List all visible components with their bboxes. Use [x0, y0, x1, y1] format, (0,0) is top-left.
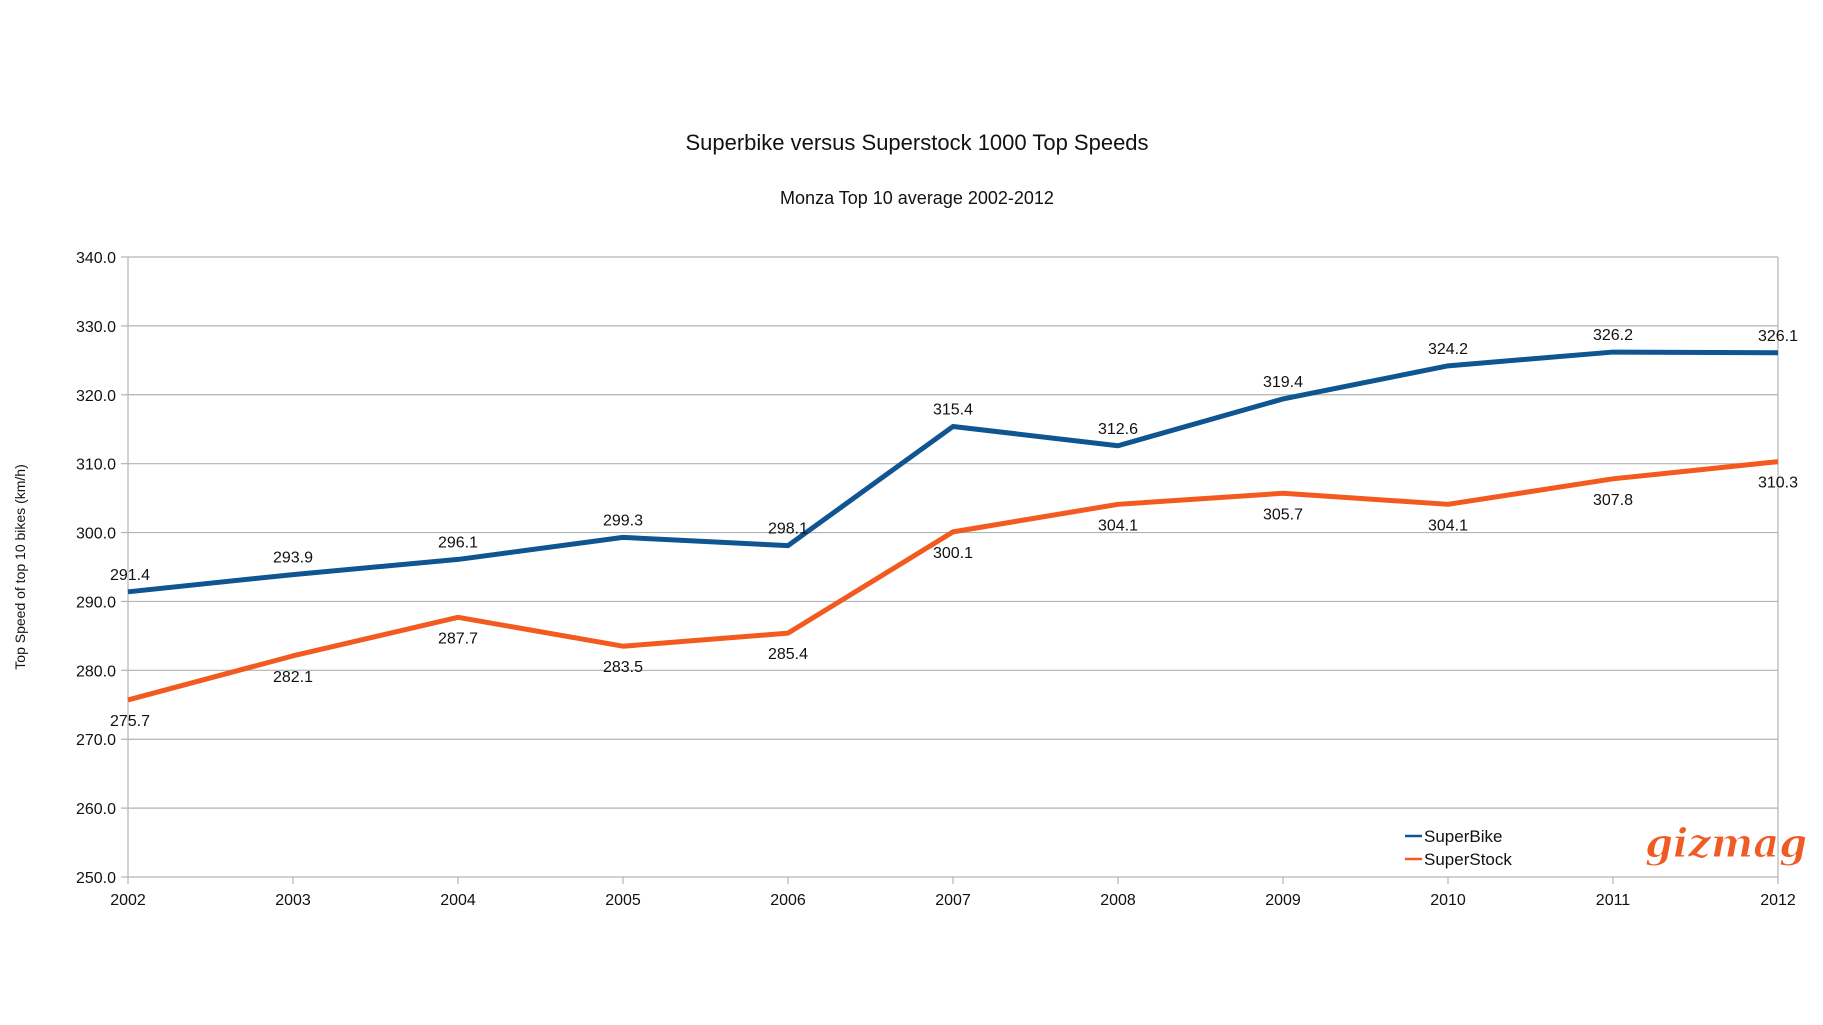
x-tick-label: 2005 — [605, 892, 641, 909]
axes — [121, 256, 1779, 884]
series-line-superstock — [127, 459, 1779, 703]
data-label: 300.1 — [933, 545, 973, 562]
data-label: 324.2 — [1428, 341, 1468, 358]
legend: SuperBike SuperStock — [1405, 827, 1512, 869]
x-tick-label: 2006 — [770, 892, 806, 909]
x-tick-label: 2007 — [935, 892, 971, 909]
chart-subtitle: Monza Top 10 average 2002-2012 — [780, 188, 1054, 208]
data-label: 291.4 — [110, 567, 150, 584]
data-label: 282.1 — [273, 669, 313, 686]
x-tick-label: 2004 — [440, 892, 476, 909]
y-tick-label: 300.0 — [76, 526, 116, 543]
series-line-superbike — [127, 349, 1779, 595]
data-labels: 291.4 293.9 296.1 299.3 298.1 315.4 312.6 319.4… — [110, 327, 1798, 730]
x-tick-labels: 2002 2003 2004 2005 2006 2007 2008 2009 2010 2011… — [110, 892, 1796, 909]
x-tick-label: 2011 — [1596, 892, 1631, 909]
data-label: 326.1 — [1758, 328, 1798, 345]
x-tick-label: 2010 — [1430, 892, 1466, 909]
data-label: 310.3 — [1758, 475, 1798, 492]
legend-label-superbike: SuperBike — [1424, 827, 1502, 846]
y-tick-labels: 250.0 260.0 270.0 280.0 290.0 300.0 310.0 320.0… — [76, 250, 116, 887]
series-lines — [127, 349, 1779, 703]
data-label: 275.7 — [110, 713, 150, 730]
y-tick-label: 330.0 — [76, 319, 116, 336]
x-tick-label: 2009 — [1265, 892, 1301, 909]
data-label: 304.1 — [1098, 517, 1138, 534]
data-label: 305.7 — [1263, 506, 1303, 523]
data-label: 307.8 — [1593, 492, 1633, 509]
x-tick-label: 2002 — [110, 892, 146, 909]
chart-title: Superbike versus Superstock 1000 Top Spe… — [685, 130, 1148, 155]
y-tick-label: 250.0 — [76, 870, 116, 887]
data-label: 326.2 — [1593, 327, 1633, 344]
y-tick-label: 320.0 — [76, 388, 116, 405]
legend-label-superstock: SuperStock — [1424, 850, 1512, 869]
y-tick-label: 310.0 — [76, 457, 116, 474]
y-tick-label: 270.0 — [76, 732, 116, 749]
data-label: 293.9 — [273, 550, 313, 567]
data-label: 315.4 — [933, 401, 973, 418]
data-label: 285.4 — [768, 646, 808, 663]
data-label: 298.1 — [768, 521, 808, 538]
x-tick-label: 2003 — [275, 892, 311, 909]
y-axis-title: Top Speed of top 10 bikes (km/h) — [12, 464, 28, 669]
data-label: 299.3 — [603, 512, 643, 529]
data-label: 304.1 — [1428, 517, 1468, 534]
y-tick-label: 290.0 — [76, 594, 116, 611]
y-tick-label: 260.0 — [76, 801, 116, 818]
data-label: 287.7 — [438, 630, 478, 647]
x-tick-label: 2008 — [1100, 892, 1136, 909]
x-tick-label: 2012 — [1760, 892, 1796, 909]
y-tick-label: 280.0 — [76, 663, 116, 680]
gizmag-logo: gizmag — [1645, 820, 1807, 867]
data-label: 312.6 — [1098, 421, 1138, 438]
data-label: 296.1 — [438, 534, 478, 551]
data-label: 283.5 — [603, 659, 643, 676]
y-tick-label: 340.0 — [76, 250, 116, 267]
data-label: 319.4 — [1263, 374, 1303, 391]
